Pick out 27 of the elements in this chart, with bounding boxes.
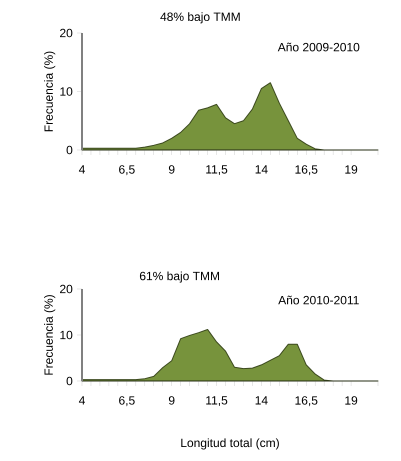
- x-tick-label: 11,5: [206, 165, 228, 175]
- y-tick-label: 20: [60, 284, 72, 294]
- x-tick-label: 4: [78, 165, 85, 174]
- x-axis-title: Longitud total (cm): [181, 438, 279, 450]
- x-tick-label: 6,5: [119, 165, 135, 176]
- x-tick-label: 14: [256, 396, 268, 404]
- text: 61% bajo TMM: [140, 271, 220, 283]
- y-tick-label: 0: [66, 146, 72, 154]
- y-tick-label: 0: [66, 376, 72, 386]
- x-tick-label: 9: [168, 165, 174, 174]
- y-tick-label: 10: [60, 330, 72, 340]
- x-tick-label: 19: [345, 165, 358, 174]
- y-tick-label: 10: [60, 87, 72, 96]
- x-tick-label: 16,5: [295, 396, 318, 406]
- y-tick-label: 20: [60, 28, 72, 38]
- x-tick-label: 19: [345, 396, 358, 405]
- x-tick-label: 14: [256, 165, 268, 174]
- x-tick-label: 4: [78, 396, 85, 404]
- x-tick-label: 11,5: [206, 396, 228, 406]
- y-axis-title: Frecuencia (%): [44, 295, 56, 375]
- annotation: Año 2009-2010: [278, 42, 360, 52]
- annotation: Año 2010-2011: [278, 296, 359, 304]
- x-tick-label: 6,5: [119, 396, 135, 406]
- x-tick-label: 16,5: [295, 165, 318, 176]
- x-tick-label: 9: [168, 396, 174, 405]
- text: 48% bajo TMM: [160, 12, 240, 24]
- y-axis-title: Frecuencia (%): [44, 52, 56, 132]
